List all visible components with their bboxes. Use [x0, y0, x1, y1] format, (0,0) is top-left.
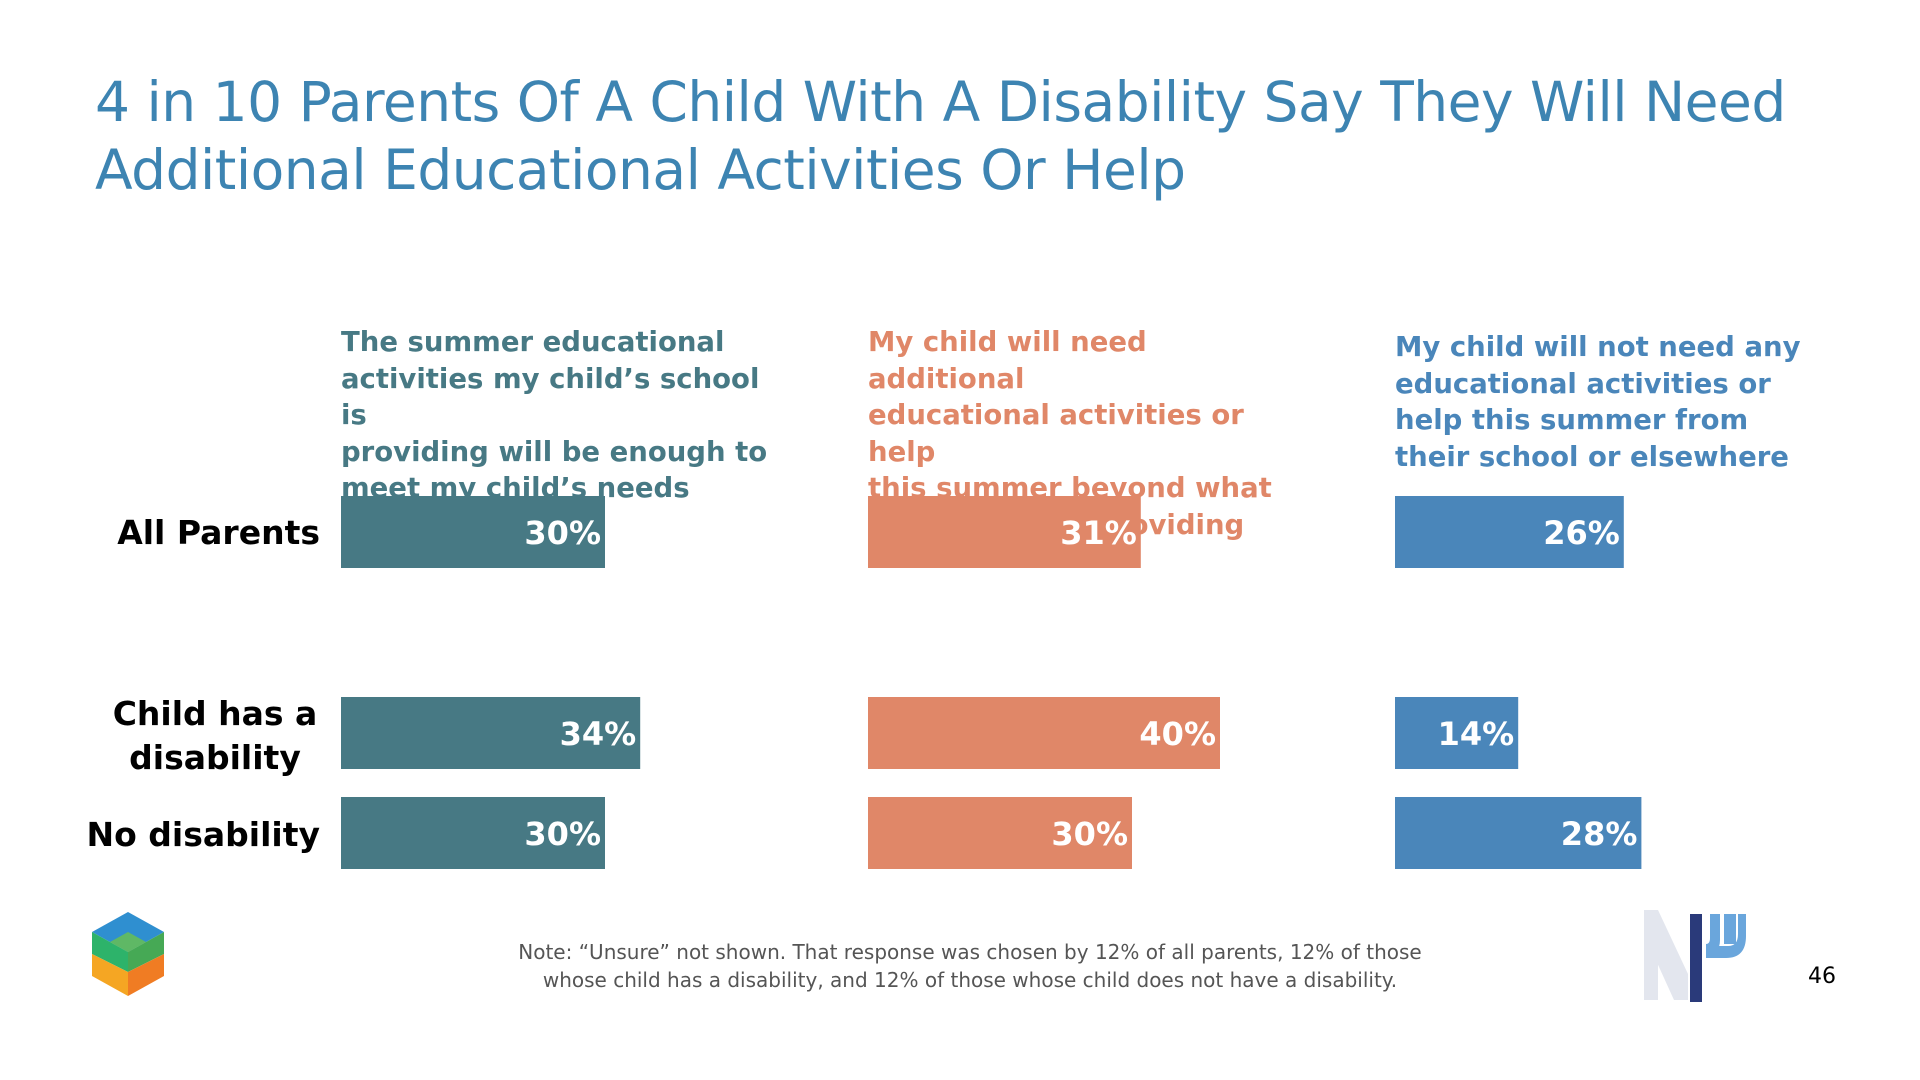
row-label-line: No disability: [86, 815, 320, 854]
bar: [868, 697, 1220, 769]
bar-value-label: 31%: [1060, 514, 1137, 552]
series-2-header-line: educational activities or help: [868, 399, 1244, 468]
series-1-header-line: The summer educational: [341, 326, 725, 358]
slide-title-line-1: 4 in 10 Parents Of A Child With A Disabi…: [95, 70, 1786, 134]
bar-value-label: 40%: [1139, 715, 1216, 753]
series-3-header-line: educational activities or: [1395, 367, 1771, 400]
row-label-line: All Parents: [117, 513, 320, 552]
bar-group: 28%: [1395, 797, 1642, 869]
bar-group: 40%: [868, 697, 1220, 769]
series-3-header-line: their school or elsewhere: [1395, 440, 1789, 473]
series-2-header-line: My child will need additional: [868, 326, 1147, 395]
bar: [1395, 697, 1519, 769]
bar: [341, 697, 641, 769]
bar-value-label: 30%: [524, 815, 601, 853]
bar-group: 30%: [868, 797, 1132, 869]
bar-value-label: 30%: [524, 514, 601, 552]
bar: [868, 797, 1132, 869]
row-label-child-has-disability: Child has a disability: [100, 692, 330, 780]
row-label-line: Child has a: [112, 694, 318, 733]
bar-group: 14%: [1395, 697, 1519, 769]
cube-logo-icon: [92, 912, 164, 996]
np-logo-icon: [1644, 910, 1746, 1002]
slide-title-line-2: Additional Educational Activities Or Hel…: [95, 138, 1186, 202]
series-3-header-line: help this summer from: [1395, 404, 1749, 436]
series-1-header: The summer educational activities my chi…: [341, 324, 781, 507]
bar-group: 30%: [341, 797, 605, 869]
bar-value-label: 30%: [1051, 815, 1128, 853]
series-1-header-line: activities my child’s school is: [341, 362, 760, 432]
bar: [341, 496, 605, 568]
slide-title: 4 in 10 Parents Of A Child With A Disabi…: [95, 68, 1795, 204]
series-1-header-line: providing will be enough to: [341, 435, 768, 468]
bar: [1395, 797, 1642, 869]
bar-value-label: 14%: [1438, 715, 1515, 753]
bar: [341, 797, 605, 869]
page-number: 46: [1808, 964, 1836, 989]
bar-value-label: 28%: [1561, 815, 1638, 853]
bar-group: 31%: [868, 496, 1141, 568]
row-label-all-parents: All Parents: [100, 511, 320, 555]
row-label-no-disability: No disability: [60, 813, 320, 857]
footnote-line-2: whose child has a disability, and 12% of…: [542, 968, 1398, 992]
series-3-header: My child will not need any educational a…: [1395, 329, 1835, 475]
bar-value-label: 34%: [560, 715, 637, 753]
bar-value-label: 26%: [1543, 514, 1620, 552]
footnote: Note: “Unsure” not shown. That response …: [470, 938, 1470, 994]
bar-group: 34%: [341, 697, 641, 769]
row-label-line: disability: [129, 738, 301, 777]
series-3-header-line: My child will not need any: [1395, 331, 1801, 363]
bar: [868, 496, 1141, 568]
bar-group: 30%: [341, 496, 605, 568]
bar: [1395, 496, 1624, 568]
bar-group: 26%: [1395, 496, 1624, 568]
footnote-line-1: Note: “Unsure” not shown. That response …: [518, 940, 1422, 964]
